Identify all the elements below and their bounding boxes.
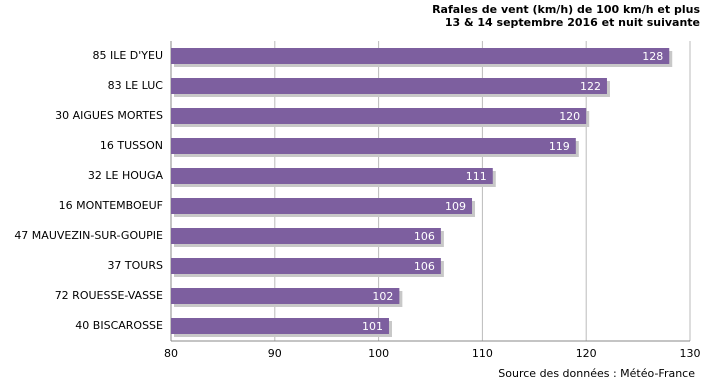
bar <box>171 138 576 154</box>
x-tick-label: 80 <box>164 347 178 360</box>
y-tick-label: 37 TOURS <box>107 259 163 272</box>
y-tick-label: 16 MONTEMBOEUF <box>59 199 163 212</box>
y-tick-label: 16 TUSSON <box>100 139 163 152</box>
chart-subtitle: 13 & 14 septembre 2016 et nuit suivante <box>445 16 700 29</box>
bar <box>171 108 587 124</box>
bar <box>171 198 473 214</box>
x-tick-label: 110 <box>472 347 493 360</box>
value-label: 128 <box>642 50 663 63</box>
bar <box>171 78 607 94</box>
y-tick-label: 40 BISCAROSSE <box>75 319 163 332</box>
value-label: 102 <box>372 290 393 303</box>
value-label: 109 <box>445 200 466 213</box>
value-label: 101 <box>362 320 383 333</box>
value-label: 106 <box>414 260 435 273</box>
bar <box>171 258 441 274</box>
value-label: 106 <box>414 230 435 243</box>
bar <box>171 318 389 334</box>
x-tick-label: 130 <box>680 347 701 360</box>
y-tick-label: 47 MAUVEZIN-SUR-GOUPIE <box>14 229 163 242</box>
value-label: 119 <box>549 140 570 153</box>
x-tick-label: 120 <box>576 347 597 360</box>
x-tick-label: 100 <box>368 347 389 360</box>
y-tick-label: 83 LE LUC <box>108 79 164 92</box>
source: Source des données : Météo-France <box>498 367 695 380</box>
x-tick-label: 90 <box>268 347 282 360</box>
bar <box>171 48 670 64</box>
y-tick-label: 85 ILE D'YEU <box>92 49 163 62</box>
value-label: 122 <box>580 80 601 93</box>
y-tick-label: 32 LE HOUGA <box>88 169 164 182</box>
value-label: 120 <box>559 110 580 123</box>
bar <box>171 288 400 304</box>
y-tick-label: 30 AIGUES MORTES <box>55 109 163 122</box>
value-label: 111 <box>466 170 487 183</box>
bar <box>171 228 441 244</box>
chart-title: Rafales de vent (km/h) de 100 km/h et pl… <box>432 3 700 16</box>
bar <box>171 168 493 184</box>
y-tick-label: 72 ROUESSE-VASSE <box>55 289 163 302</box>
